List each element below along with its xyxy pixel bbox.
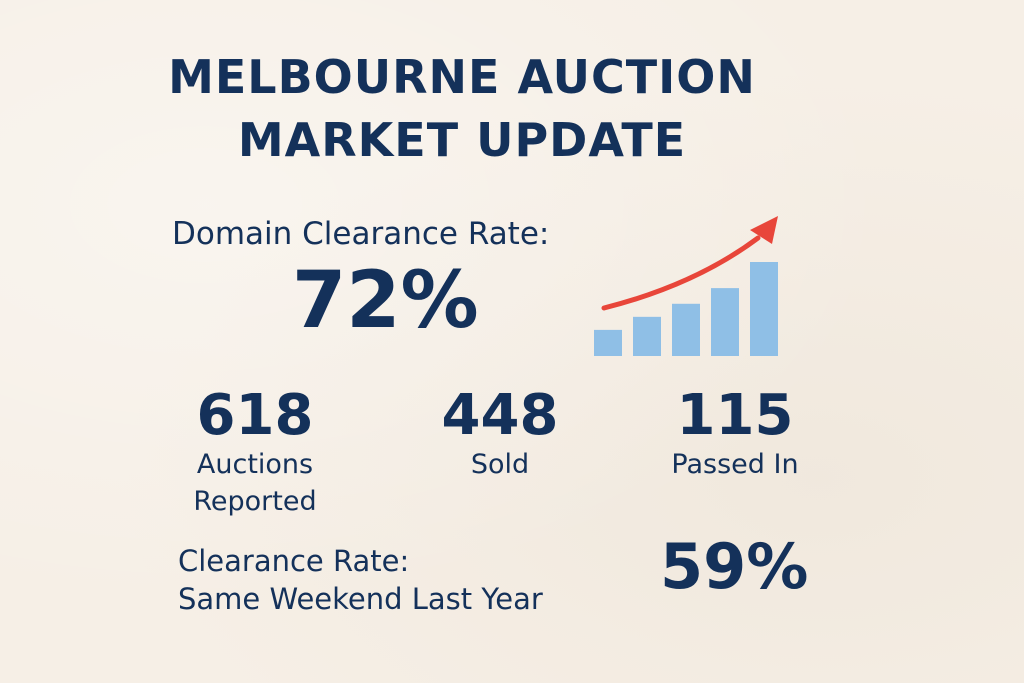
- last-year-label: Clearance Rate: Same Weekend Last Year: [178, 542, 543, 618]
- auctions-reported-label-2: Reported: [193, 486, 317, 517]
- clearance-rate-label: Domain Clearance Rate:: [172, 216, 550, 252]
- stat-passed-in: 115 Passed In: [630, 388, 840, 481]
- title-line-1: MELBOURNE AUCTION: [168, 50, 756, 104]
- last-year-rate-value: 59%: [660, 530, 809, 603]
- sold-value: 448: [441, 383, 559, 448]
- chart-bar: [633, 316, 661, 356]
- sold-label: Sold: [470, 449, 530, 480]
- last-year-label-line-2: Same Weekend Last Year: [178, 582, 543, 616]
- passed-in-value: 115: [676, 383, 794, 448]
- chart-bar: [672, 303, 700, 356]
- auctions-reported-label-1: Auctions: [196, 449, 314, 480]
- auctions-reported-value: 618: [196, 383, 314, 448]
- passed-in-label: Passed In: [671, 449, 799, 480]
- trend-arrow-line: [601, 235, 761, 311]
- last-year-label-line-1: Clearance Rate:: [178, 544, 410, 578]
- rising-bar-chart-icon: [594, 216, 778, 356]
- stat-sold: 448 Sold: [420, 388, 580, 481]
- chart-bar: [711, 288, 739, 356]
- title-line-2: MARKET UPDATE: [237, 113, 687, 167]
- stat-auctions-reported: 618 Auctions Reported: [160, 388, 350, 518]
- chart-bar: [750, 262, 778, 356]
- clearance-rate-value: 72%: [292, 256, 479, 346]
- trend-arrow-head: [750, 216, 778, 244]
- chart-bar: [594, 329, 622, 356]
